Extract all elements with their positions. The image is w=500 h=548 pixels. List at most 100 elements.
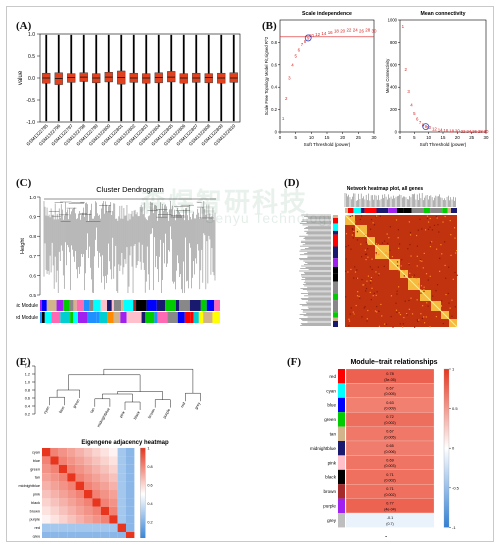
x-tick-label: 5 [413,135,416,140]
heatmap-cell [421,317,424,319]
row-label: grey [33,534,40,538]
heatmap-cell [396,293,398,295]
left-dendrogram [299,214,331,326]
data-point: 20 [455,129,460,134]
heatmap-cell [423,286,425,288]
heatmap-cell [348,318,350,320]
heatmap-cell [444,241,446,243]
heatmap-cell [84,515,93,524]
module-segment [333,317,338,321]
heatmap-cell [414,326,416,328]
panel-c-cluster-dendrogram: Cluster Dendrogram 0.5 0.6 0.7 0.8 0.9 1.0 Heig… [16,185,220,323]
heatmap-cell [455,252,457,254]
heatmap-cell [435,248,438,250]
heatmap-cell [415,234,418,237]
heatmap-cell [427,305,429,307]
data-point: 6 [416,117,419,122]
module-row-label: Merged Module [16,315,38,321]
heatmap-cell [435,316,437,318]
heatmap-cell [396,290,398,292]
dendrogram-branches [43,198,216,293]
heatmap-diagonal [344,214,458,328]
module-segment [333,246,338,259]
heatmap-cell [391,256,394,258]
data-point: 30 [372,29,377,34]
colorbar-tick-label: 1 [147,447,149,451]
row-label: pink [33,492,40,496]
heatmap-cell [75,506,84,516]
module-segment [214,300,220,311]
heatmap-cell [426,302,428,304]
module-segment [396,208,404,213]
heatmap-cell [377,266,379,268]
module-segment [89,300,94,311]
module-segment [333,218,338,224]
module-swatch [338,426,345,441]
y-tick-label: 0.8 [25,389,30,393]
module-segment [133,300,137,311]
y-tick-label: 0.6 [29,273,36,279]
y-tick-label: 0.8 [271,40,277,45]
heatmap-cell [455,249,458,252]
heatmap-cell [400,265,402,267]
module-segment [333,281,338,294]
heatmap-cell [408,263,410,265]
heatmap-cell [367,248,369,250]
module-segment [73,300,77,311]
trait-cell [345,512,435,528]
correlation-value: 0.63 [386,401,393,405]
leaf-label: black [133,410,141,420]
data-point: 26 [359,29,364,34]
data-point: 5 [294,53,297,58]
module-segment [364,208,377,213]
heatmap-cell [416,255,418,257]
heatmap-cell [58,498,68,507]
row-label: cyan [32,450,40,454]
y-tick-label: 0.2 [25,413,30,417]
heatmap-cell [75,523,84,532]
module-swatch [338,441,345,456]
heatmap-cell [364,306,366,308]
heatmap-cell [92,498,101,507]
data-point: 9 [425,124,428,129]
heatmap-cell [100,481,110,490]
heatmap-cell [380,303,382,306]
heatmap-cell [100,464,110,474]
heatmap-cell [423,289,425,291]
chart-title: Scale independence [302,11,352,17]
heatmap-cell [409,231,412,234]
y-tick-label: 0.0 [28,76,35,82]
heatmap-cell [109,498,118,507]
chart-title: Module–trait relationships [350,359,437,366]
heatmap-cell [386,242,389,244]
row-label: tan [35,476,40,480]
heatmap-cell [417,229,419,231]
heatmap-cell [383,240,386,242]
x-tick-label: 10 [426,135,431,140]
correlation-value: -0.1 [387,516,394,520]
heatmap-cell [429,275,431,277]
data-point: 1 [282,116,285,121]
heatmap-cell [423,290,425,292]
heatmap-cell [356,231,359,233]
module-segment [348,208,354,213]
heatmap-cell [375,243,378,245]
panel-f-module-trait: Module–trait relationships red 0.78 (3e-05)… [310,359,460,537]
heatmap-cell [454,237,456,239]
heatmap-cell [451,315,453,317]
module-segment [100,300,108,311]
y-tick-label: 0.2 [271,107,277,112]
heatmap-cell [117,481,126,490]
heatmap-cell [403,274,405,276]
colorbar-tick-label: 0.6 [147,483,152,487]
data-point: 8 [304,39,307,44]
heatmap-cell [67,506,76,516]
row-label: midnightblue [18,484,40,488]
heatmap-cell [84,498,93,507]
module-segment [175,300,180,311]
heatmap-cell [92,506,101,516]
box [142,73,151,84]
heatmap-cell [42,456,51,465]
leaf-label: pink [119,410,126,418]
heatmap-cell [420,259,422,261]
